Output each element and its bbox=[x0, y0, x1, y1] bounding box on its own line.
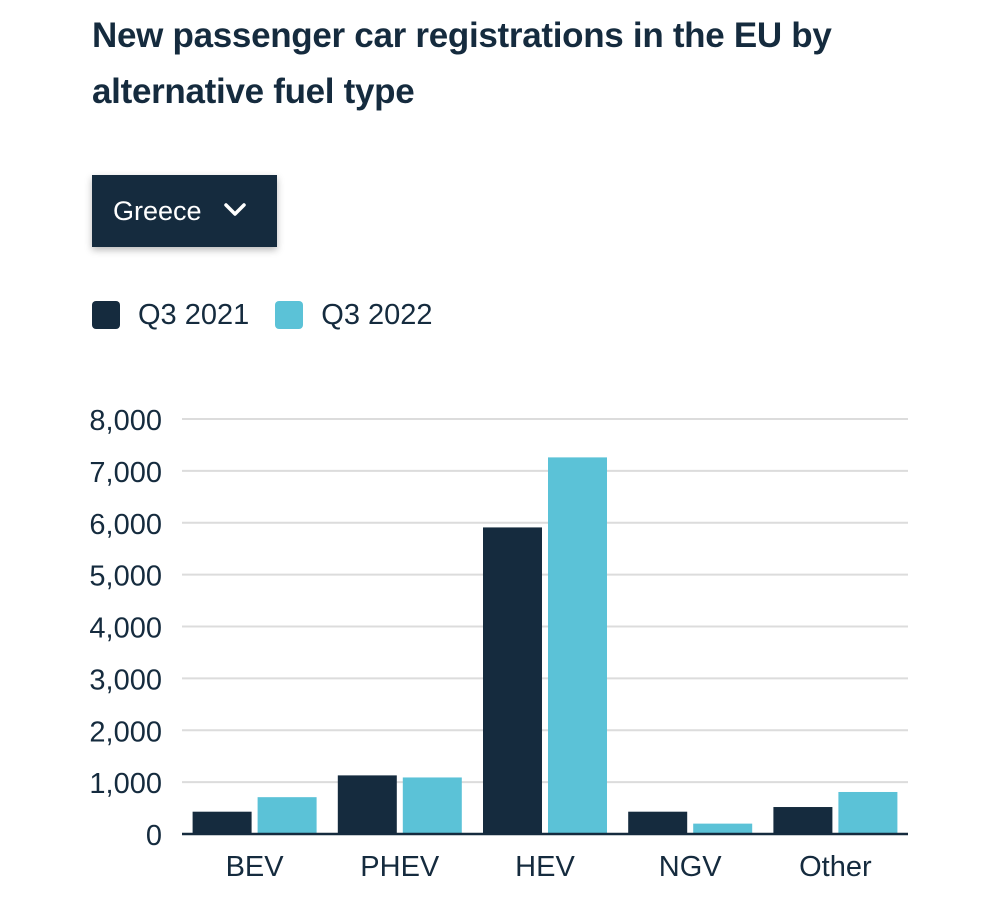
y-tick-label: 3,000 bbox=[89, 664, 162, 696]
x-tick-label: PHEV bbox=[360, 851, 440, 883]
bar-hev-q3-2021 bbox=[483, 527, 542, 834]
bar-bev-q3-2022 bbox=[257, 797, 317, 834]
chevron-down-icon bbox=[224, 203, 246, 216]
legend-swatch-q3-2021 bbox=[92, 301, 120, 329]
bar-other-q3-2022 bbox=[838, 791, 898, 834]
y-tick-label: 4,000 bbox=[89, 613, 162, 645]
legend-swatch-q3-2022 bbox=[275, 301, 304, 329]
bar-ngv-q3-2022 bbox=[693, 823, 753, 834]
y-tick-label: 8,000 bbox=[89, 405, 162, 437]
x-tick-label: HEV bbox=[515, 851, 575, 883]
country-dropdown[interactable]: Greece bbox=[92, 175, 277, 247]
chart-legend: Q3 2021 Q3 2022 bbox=[92, 295, 459, 335]
x-tick-label: Other bbox=[799, 851, 872, 883]
y-tick-label: 7,000 bbox=[89, 457, 162, 489]
y-tick-label: 1,000 bbox=[89, 768, 162, 800]
y-tick-label: 5,000 bbox=[89, 561, 162, 593]
country-dropdown-label: Greece bbox=[113, 195, 202, 226]
bar-hev-q3-2022 bbox=[548, 457, 607, 834]
legend-item-q3-2022[interactable]: Q3 2022 bbox=[275, 298, 433, 332]
bar-other-q3-2021 bbox=[773, 807, 833, 834]
bar-bev-q3-2021 bbox=[192, 811, 252, 834]
legend-label-q3-2021: Q3 2021 bbox=[138, 298, 250, 331]
bar-ngv-q3-2021 bbox=[628, 811, 688, 834]
chart-title: New passenger car registrations in the E… bbox=[92, 16, 832, 111]
y-tick-label: 2,000 bbox=[89, 716, 162, 748]
x-tick-label: BEV bbox=[226, 851, 285, 883]
x-tick-label: NGV bbox=[659, 851, 723, 883]
bar-phev-q3-2021 bbox=[337, 775, 397, 834]
y-tick-label: 0 bbox=[146, 820, 162, 852]
legend-label-q3-2022: Q3 2022 bbox=[321, 298, 433, 331]
y-tick-label: 6,000 bbox=[89, 509, 162, 541]
legend-item-q3-2021[interactable]: Q3 2021 bbox=[92, 299, 249, 332]
bar-phev-q3-2022 bbox=[402, 777, 462, 834]
